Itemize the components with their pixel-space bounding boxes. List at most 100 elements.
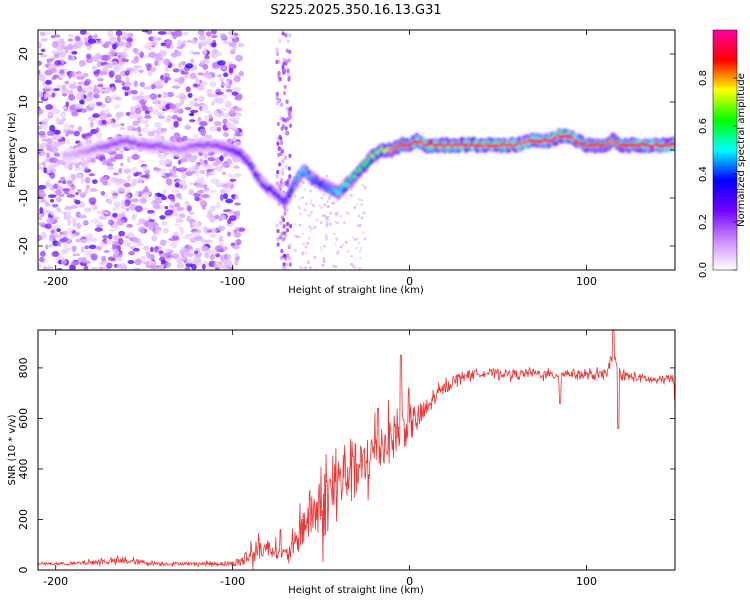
noise-speck (203, 134, 213, 139)
noise-speck (346, 250, 350, 253)
noise-speck (359, 256, 362, 260)
noise-speck (38, 74, 46, 82)
noise-speck (151, 129, 158, 133)
noise-speck (152, 36, 158, 42)
noise-speck (39, 31, 46, 37)
noise-speck (138, 218, 145, 225)
noise-speck (282, 217, 286, 223)
noise-speck (275, 95, 279, 101)
noise-speck (325, 174, 329, 178)
noise-speck (48, 63, 55, 68)
noise-speck (160, 172, 165, 177)
noise-speck (78, 214, 88, 219)
colorbar: 0.0 0.2 0.4 0.6 0.8 Normalized spectral ampl… (698, 29, 747, 278)
snr-line (38, 330, 675, 570)
noise-speck (277, 184, 281, 189)
noise-speck (318, 204, 322, 208)
noise-speck (219, 33, 227, 39)
noise-speck (279, 220, 283, 225)
noise-speck (356, 202, 359, 206)
noise-speck (309, 202, 313, 206)
noise-speck (42, 267, 49, 270)
noise-speck (282, 224, 286, 229)
noise-speck (63, 123, 70, 131)
noise-speck (283, 84, 287, 90)
noise-speck (53, 143, 60, 147)
noise-speck (286, 182, 290, 188)
noise-speck (285, 99, 289, 104)
noise-speck (83, 87, 91, 92)
noise-speck (357, 214, 361, 218)
noise-speck (309, 189, 313, 193)
noise-speck (134, 258, 142, 266)
noise-speck (150, 246, 154, 253)
noise-speck (85, 53, 92, 60)
noise-speck (233, 165, 240, 169)
noise-speck (184, 106, 192, 111)
noise-speck (67, 130, 76, 135)
noise-speck (229, 49, 236, 55)
spectrogram-ridge (61, 128, 675, 210)
noise-speck (200, 129, 207, 137)
noise-speck (209, 189, 217, 193)
noise-speck (222, 132, 229, 138)
noise-speck (160, 263, 165, 268)
noise-speck (131, 178, 138, 186)
noise-speck (70, 232, 76, 240)
noise-speck (93, 84, 98, 92)
noise-speck (201, 193, 211, 199)
noise-speck (97, 83, 104, 88)
noise-speck (278, 76, 282, 82)
noise-speck (161, 195, 167, 201)
noise-speck (138, 69, 144, 73)
noise-speck (164, 261, 172, 268)
noise-speck (280, 149, 285, 154)
noise-speck (152, 204, 161, 210)
noise-speck (280, 231, 284, 236)
noise-speck (207, 209, 212, 214)
colorbar-tick-label: 0.2 (698, 214, 709, 230)
noise-speck (183, 251, 188, 258)
noise-speck (83, 80, 90, 87)
noise-speck (71, 185, 76, 189)
noise-speck (332, 232, 336, 236)
noise-speck (172, 68, 180, 73)
noise-speck (176, 77, 181, 82)
noise-speck (142, 245, 150, 251)
noise-speck (197, 84, 205, 91)
noise-speck (281, 31, 285, 36)
noise-speck (60, 259, 67, 265)
noise-speck (278, 134, 282, 140)
noise-speck (285, 228, 290, 233)
noise-speck (62, 188, 70, 192)
noise-speck (210, 178, 219, 185)
noise-speck (95, 153, 102, 160)
noise-speck (183, 71, 189, 75)
noise-speck (46, 265, 53, 270)
noise-speck (164, 252, 172, 259)
noise-speck (133, 80, 138, 88)
noise-speck (278, 38, 282, 44)
noise-speck (45, 31, 51, 35)
noise-speck (236, 107, 243, 112)
noise-speck (283, 211, 287, 216)
noise-speck (103, 61, 108, 65)
noise-speck (158, 115, 165, 120)
noise-speck (275, 51, 279, 56)
noise-speck (58, 76, 63, 81)
noise-speck (298, 235, 302, 239)
noise-speck (306, 261, 310, 265)
noise-speck (153, 122, 162, 128)
noise-speck (358, 250, 362, 254)
noise-speck (95, 127, 100, 133)
noise-speck (197, 41, 204, 49)
noise-speck (126, 32, 133, 37)
x-tick-label: -100 (220, 275, 245, 288)
noise-speck (280, 248, 284, 254)
noise-speck (57, 180, 63, 184)
noise-speck (209, 81, 217, 88)
noise-speck (187, 92, 193, 98)
noise-speck (97, 77, 104, 82)
noise-speck (189, 109, 199, 114)
noise-speck (171, 136, 176, 141)
